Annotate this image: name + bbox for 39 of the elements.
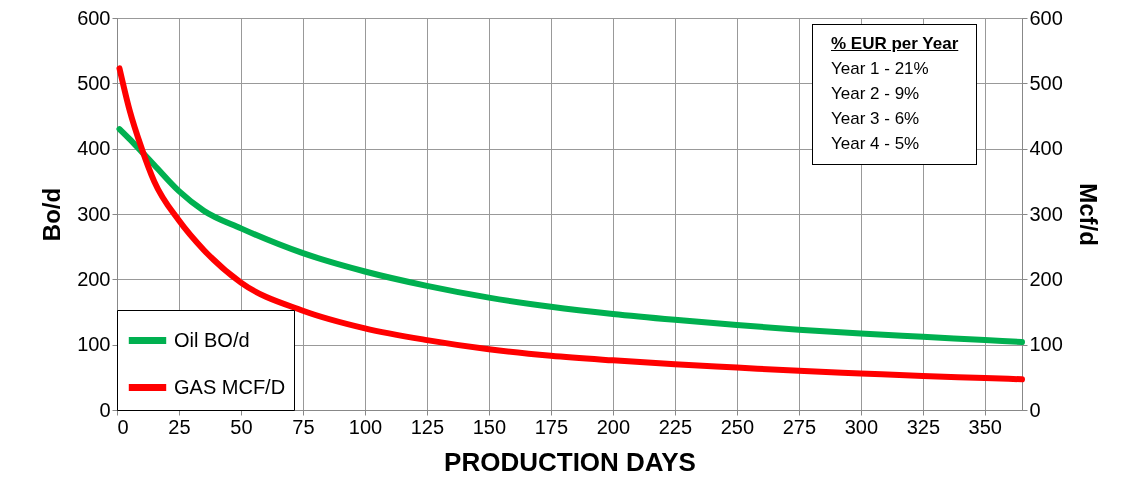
annotation: Year 3 - 6% (831, 108, 921, 130)
x-tick-label: 275 (782, 415, 817, 438)
y-tick-label: 400 (77, 137, 111, 160)
y-tick-label: 600 (77, 6, 111, 29)
annotation: Year 2 - 9% (831, 83, 921, 105)
y-axis-title: Bo/d (38, 187, 66, 242)
x-axis-title: PRODUCTION DAYS (444, 446, 696, 477)
x-tick-label: 350 (968, 415, 1002, 438)
annotation: Year 4 - 5% (831, 133, 921, 155)
legend-label: GAS MCF/D (174, 375, 286, 398)
x-tick-label: 300 (844, 415, 879, 438)
x-tick-label: 200 (596, 415, 631, 438)
legend-label: Oil BO/d (174, 328, 250, 351)
y2-tick-label: 600 (1029, 6, 1063, 29)
y2-tick-label: 400 (1029, 137, 1063, 160)
x-tick-label: 25 (168, 415, 191, 438)
y-tick-label: 0 (99, 398, 111, 421)
x-tick-label: 75 (292, 415, 315, 438)
y-tick-label: 500 (77, 71, 111, 94)
y2-tick-label: 500 (1029, 71, 1063, 94)
x-tick-label: 125 (410, 415, 445, 438)
y2-axis-title: Mcf/d (1074, 183, 1102, 246)
y-tick-label: 100 (77, 333, 111, 356)
x-tick-label: 225 (658, 415, 693, 438)
x-tick-label: 100 (348, 415, 383, 438)
annotation: Year 1 - 21% (831, 58, 930, 80)
y2-tick-label: 200 (1029, 267, 1063, 290)
x-tick-label: 175 (534, 415, 569, 438)
y-tick-label: 200 (77, 267, 111, 290)
y-tick-label: 300 (77, 202, 111, 225)
x-tick-label: 150 (472, 415, 507, 438)
y2-tick-label: 100 (1029, 333, 1063, 356)
y2-tick-label: 0 (1029, 398, 1041, 421)
x-tick-label: 0 (117, 415, 129, 438)
y2-tick-label: 300 (1029, 202, 1063, 225)
annotation: % EUR per Year (831, 33, 959, 55)
x-tick-label: 250 (720, 415, 755, 438)
x-tick-label: 325 (906, 415, 941, 438)
x-tick-label: 50 (230, 415, 253, 438)
